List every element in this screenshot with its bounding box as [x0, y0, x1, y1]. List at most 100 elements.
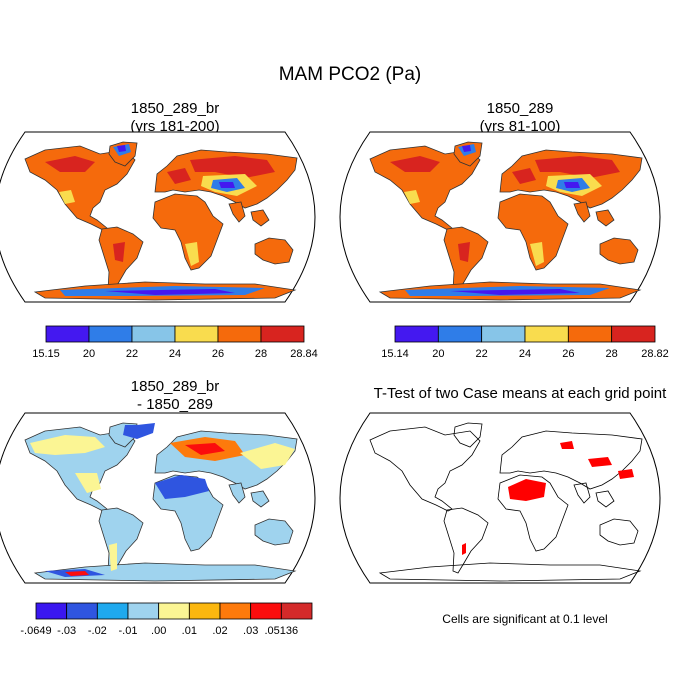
significance-note: Cells are significant at 0.1 level: [442, 612, 608, 626]
significant-cells: [508, 479, 546, 501]
land-field-1: [24, 141, 298, 301]
colorbar-tick-label: -.03: [57, 625, 76, 637]
map-panel-4: [339, 412, 661, 584]
field-min-region: [462, 145, 471, 152]
colorbar-tick-label: .00: [151, 625, 166, 637]
panel-1-title: 1850_289_br (yrs 181-200): [40, 100, 310, 136]
figure-title: MAM PCO2 (Pa): [278, 64, 422, 85]
field-high-region: [190, 156, 275, 178]
colorbar-tick-label: 26: [562, 348, 574, 360]
colorbar-tick-label: 28.84: [290, 348, 318, 360]
field-high-region: [167, 168, 191, 184]
colorbar-swatch: [219, 602, 252, 620]
colorbar-swatch: [66, 602, 98, 620]
colorbar-tick-label: 24: [519, 348, 531, 360]
diff-yellow-region: [75, 473, 101, 493]
colorbar-tick-label: -.02: [88, 625, 107, 637]
colorbar-tick-label: 22: [126, 348, 138, 360]
diff-negative-region: [123, 423, 155, 439]
significant-cells: [618, 469, 634, 479]
colorbar-tick-label: 26: [212, 348, 224, 360]
field-high-region: [458, 242, 470, 262]
colorbar-tick-label: 15.14: [381, 348, 409, 360]
colorbar-swatch: [35, 602, 68, 620]
field-high-region: [390, 156, 440, 172]
diff-max-region: [185, 443, 225, 455]
field-min-region: [450, 289, 580, 295]
panel-4-title: T-Test of two Case means at each grid po…: [373, 385, 667, 402]
colorbar-swatch: [524, 325, 569, 343]
colorbar-swatch: [481, 325, 526, 343]
land-difference: [24, 422, 298, 582]
land-field-2: [369, 141, 643, 301]
significant-cells: [588, 457, 612, 467]
map-panel-1: [0, 131, 316, 303]
colorbar-tick-label: 28: [606, 348, 618, 360]
colorbar-swatch: [567, 325, 613, 343]
panel-3-title-line1: 1850_289_br: [130, 378, 220, 395]
field-high-region: [535, 156, 620, 178]
colorbar-2: 15.14 20 22 24 26 28 28.82: [381, 325, 669, 360]
colorbar-tick-label: .05136: [265, 625, 299, 637]
colorbar-swatch: [611, 325, 656, 343]
colorbar-swatch: [260, 325, 305, 343]
colorbar-tick-label: 24: [169, 348, 181, 360]
field-min-region: [219, 182, 235, 188]
panel-3-title: 1850_289_br - 1850_289: [40, 378, 310, 414]
panel-3-title-line2: - 1850_289: [137, 396, 213, 413]
colorbar-1: 15.15 20 22 24 26 28 28.84: [32, 325, 318, 360]
colorbar-tick-label: 28: [255, 348, 267, 360]
map-panel-3: [0, 412, 316, 584]
field-mid-region: [185, 242, 199, 266]
panel-2-title-line2: (yrs 81-100): [479, 118, 561, 135]
colorbar-tick-label: 22: [476, 348, 488, 360]
colorbar-swatch: [45, 325, 90, 343]
colorbar-swatch: [280, 602, 313, 620]
colorbar-3: -.0649 -.03 -.02 -.01 .00 .01 .02 .03 .05136: [20, 602, 313, 637]
colorbar-swatch: [127, 602, 160, 620]
colorbar-swatch: [174, 325, 219, 343]
field-mid-region: [530, 242, 544, 266]
field-high-region: [512, 168, 536, 184]
colorbar-swatch: [88, 325, 133, 343]
field-min-region: [105, 289, 235, 295]
field-mid-region: [404, 190, 420, 204]
land-ttest: [369, 422, 643, 582]
map-panel-2: [339, 131, 661, 303]
diff-yellow-region: [30, 435, 105, 455]
colorbar-tick-label: -.0649: [20, 625, 51, 637]
colorbar-tick-label: -.01: [119, 625, 138, 637]
field-min-region: [564, 182, 580, 188]
colorbar-tick-label: .02: [212, 625, 227, 637]
field-mid-region: [59, 190, 75, 204]
colorbar-tick-label: 15.15: [32, 348, 60, 360]
panel-1-title-line2: (yrs 181-200): [130, 118, 220, 135]
colorbar-swatch: [217, 325, 262, 343]
colorbar-swatch: [158, 602, 190, 620]
significant-cells: [462, 543, 466, 555]
field-min-region: [117, 145, 126, 152]
colorbar-tick-label: .01: [182, 625, 197, 637]
colorbar-swatch: [188, 602, 221, 620]
colorbar-swatch: [96, 602, 129, 620]
colorbar-tick-label: 28.82: [641, 348, 669, 360]
colorbar-swatch: [131, 325, 176, 343]
field-high-region: [45, 156, 95, 172]
diff-yellow-region: [109, 543, 117, 571]
map-frame-4: [339, 412, 661, 584]
diff-negative-region: [155, 475, 209, 499]
colorbar-tick-label: 20: [83, 348, 95, 360]
field-high-region: [113, 242, 125, 262]
significant-cells: [560, 441, 574, 449]
diff-yellow-region: [240, 443, 295, 469]
diff-max-region: [65, 571, 89, 576]
panel-2-title: 1850_289 (yrs 81-100): [385, 100, 655, 136]
colorbar-swatch: [394, 325, 439, 343]
panel-1-title-line1: 1850_289_br: [130, 100, 220, 117]
colorbar-tick-label: .03: [243, 625, 258, 637]
colorbar-swatch: [437, 325, 483, 343]
panel-2-title-line1: 1850_289: [486, 100, 554, 117]
colorbar-swatch: [250, 602, 282, 620]
colorbar-tick-label: 20: [432, 348, 444, 360]
